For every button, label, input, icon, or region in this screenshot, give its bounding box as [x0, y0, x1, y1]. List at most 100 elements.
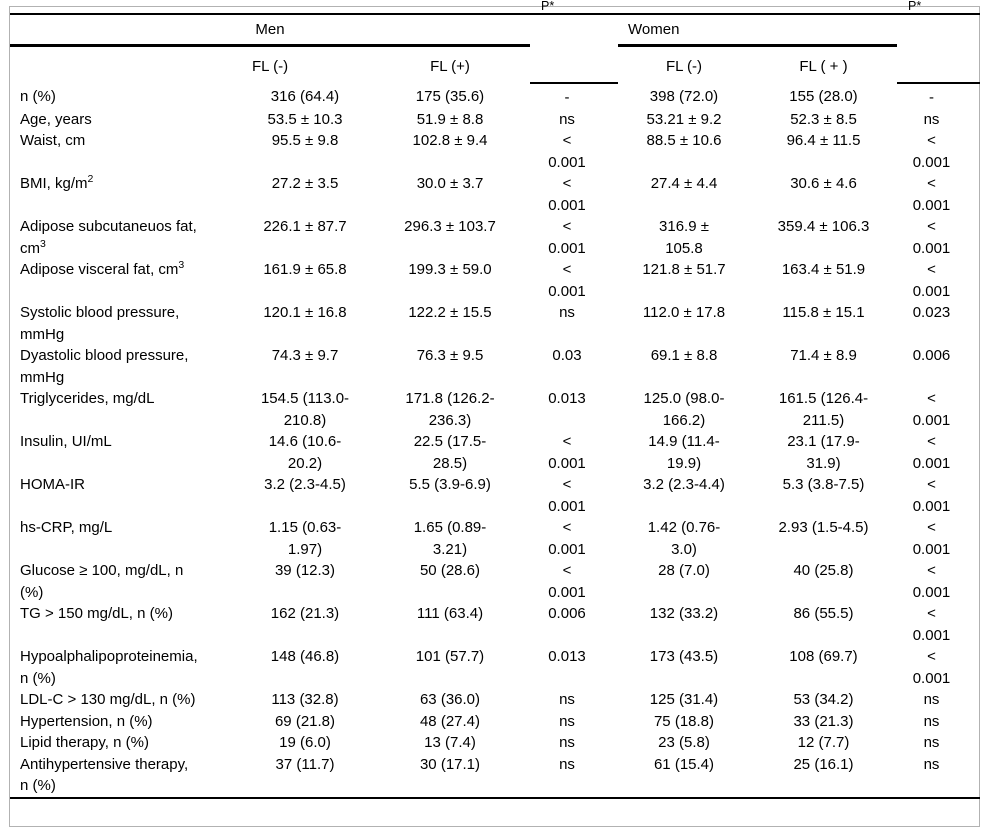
value-cell: 5.3 (3.8-7.5) [782, 476, 865, 493]
value-cell: 112.0 ± 17.8 [642, 304, 726, 321]
value-cell: 33 (21.3) [793, 712, 854, 730]
subheader-men-fl-positive: FL (+) [430, 57, 470, 75]
subheader-women-fl-negative: FL (-) [665, 57, 703, 75]
value-cell: 48 (27.4) [419, 712, 481, 730]
value-cell: 69 (21.8) [274, 712, 336, 730]
value-cell: 108 (69.7) [789, 648, 858, 665]
p-value-cell: < 0.001 [912, 433, 951, 472]
value-cell: 115.8 ± 15.1 [782, 304, 865, 321]
p-value-cell: 0.006 [912, 347, 951, 364]
p-value-cell: ns [530, 753, 618, 799]
value-cell: 316 (64.4) [270, 88, 340, 105]
p-value-cell: ns [559, 712, 575, 730]
row-label: Age, years [20, 110, 92, 128]
characteristics-table: P* P* Men Women FL (-) FL (+) FL (-) FL … [10, 0, 980, 799]
value-cell: 161.5 (126.4- 211.5) [778, 390, 869, 429]
row-label: Insulin, UI/mL [20, 433, 112, 450]
header-spacer [618, 0, 897, 15]
value-cell: 199.3 ± 59.0 [408, 261, 492, 278]
p-value-cell: < 0.001 [548, 261, 586, 300]
value-cell: 63 (36.0) [419, 691, 481, 708]
row-label: Adipose visceral fat, cm3 [20, 259, 185, 278]
header-spacer [10, 46, 240, 84]
value-cell: 51.9 ± 8.8 [416, 110, 484, 128]
table-row: Hypertension, n (%) 69 (21.8) 48 (27.4) ns 7… [10, 711, 980, 733]
value-cell: 53.21 ± 9.2 [646, 110, 722, 128]
p-value-cell: ns [559, 304, 575, 321]
p-value-cell: 0.006 [548, 605, 586, 622]
p-column-rule-women [897, 45, 980, 84]
value-cell: 53.5 ± 10.3 [267, 110, 343, 128]
p-value-cell: < 0.001 [912, 648, 951, 687]
row-label: BMI, kg/m2 [20, 173, 94, 192]
table-row: Adipose visceral fat, cm3 161.9 ± 65.8 199… [10, 259, 980, 302]
row-label: Adipose subcutaneuos fat, cm3 [20, 218, 197, 257]
value-cell: 173 (43.5) [649, 648, 719, 665]
value-cell: 76.3 ± 9.5 [416, 347, 484, 364]
p-value-cell: < 0.001 [548, 175, 586, 214]
table-row: Glucose ≥ 100, mg/dL, n (%) 39 (12.3) 50 (… [10, 560, 980, 603]
p-value-cell: < 0.001 [912, 562, 951, 601]
value-cell: 398 (72.0) [649, 88, 719, 105]
group-header-men: Men [10, 14, 530, 47]
value-cell: 14.9 (11.4- 19.9) [648, 433, 720, 472]
value-cell: 161.9 ± 65.8 [263, 261, 347, 278]
p-value-cell: < 0.001 [548, 476, 586, 515]
value-cell: 37 (11.7) [240, 753, 370, 799]
value-cell: 95.5 ± 9.8 [271, 132, 339, 149]
value-cell: 226.1 ± 87.7 [263, 218, 347, 235]
p-value-cell: < 0.001 [548, 218, 586, 257]
value-cell: 12 (7.7) [797, 734, 850, 751]
p-value-cell: - [929, 89, 934, 106]
superscript: 2 [87, 173, 94, 185]
value-cell: 148 (46.8) [270, 648, 340, 665]
value-cell: 171.8 (126.2- 236.3) [405, 390, 495, 429]
p-value-cell: < 0.001 [912, 261, 951, 300]
value-cell: 86 (55.5) [793, 605, 854, 622]
row-label: Glucose ≥ 100, mg/dL, n (%) [20, 562, 184, 601]
value-cell: 19 (6.0) [279, 734, 331, 751]
row-label: Systolic blood pressure, mmHg [20, 304, 180, 343]
table-row: hs-CRP, mg/L 1.15 (0.63- 1.97) 1.65 (0.89-… [10, 517, 980, 560]
value-cell: 27.4 ± 4.4 [650, 175, 718, 192]
p-value-cell: < 0.001 [548, 433, 586, 472]
value-cell: 30.0 ± 3.7 [416, 175, 484, 192]
table-row: Adipose subcutaneuos fat, cm3 226.1 ± 87.… [10, 216, 980, 259]
p-value-cell: ns [923, 110, 940, 128]
p-value-cell: < 0.001 [548, 562, 586, 601]
value-cell: 162 (21.3) [270, 605, 340, 622]
value-cell: 14.6 (10.6- 20.2) [268, 433, 342, 472]
value-cell: 121.8 ± 51.7 [642, 261, 726, 278]
table-row: Waist, cm 95.5 ± 9.8 102.8 ± 9.4 < 0.001 88.… [10, 130, 980, 173]
value-cell: 1.65 (0.89- 3.21) [413, 519, 487, 558]
p-value-cell: < 0.001 [548, 519, 586, 558]
value-cell: 69.1 ± 8.8 [650, 347, 718, 364]
value-cell: 120.1 ± 16.8 [263, 304, 347, 321]
value-cell: 1.42 (0.76- 3.0) [647, 519, 721, 558]
row-label: Hypertension, n (%) [20, 712, 153, 730]
value-cell: 25 (16.1) [750, 753, 897, 799]
p-value-cell: 0.013 [548, 390, 586, 407]
p-value-cell: ns [923, 712, 940, 730]
subheader-men-fl-negative: FL (-) [252, 57, 289, 75]
p-value-cell: < 0.001 [912, 390, 951, 429]
row-label: TG > 150 mg/dL, n (%) [20, 605, 173, 622]
value-cell: 23 (5.8) [658, 734, 710, 751]
value-cell: 39 (12.3) [274, 562, 336, 579]
row-label: Waist, cm [20, 132, 86, 149]
value-cell: 113 (32.8) [271, 691, 339, 708]
row-label: Triglycerides, mg/dL [20, 390, 155, 407]
value-cell: 111 (63.4) [416, 605, 484, 622]
row-label: Lipid therapy, n (%) [20, 734, 149, 751]
value-cell: 155 (28.0) [789, 88, 858, 105]
table-row: Triglycerides, mg/dL 154.5 (113.0- 210.8)… [10, 388, 980, 431]
value-cell: 3.2 (2.3-4.5) [264, 476, 346, 493]
p-value-cell: < 0.001 [548, 132, 586, 171]
subheader-row: FL (-) FL (+) FL (-) FL ( + ) [10, 45, 980, 84]
value-cell: 359.4 ± 106.3 [777, 218, 870, 235]
p-column-header-men: P* [530, 0, 618, 15]
table-row: Lipid therapy, n (%) 19 (6.0) 13 (7.4) ns 23… [10, 732, 980, 754]
value-cell: 30 (17.1) [370, 753, 530, 799]
value-cell: 30.6 ± 4.6 [790, 175, 857, 192]
table-row: Age, years 53.5 ± 10.3 51.9 ± 8.8 ns 53.21 ±… [10, 109, 980, 131]
